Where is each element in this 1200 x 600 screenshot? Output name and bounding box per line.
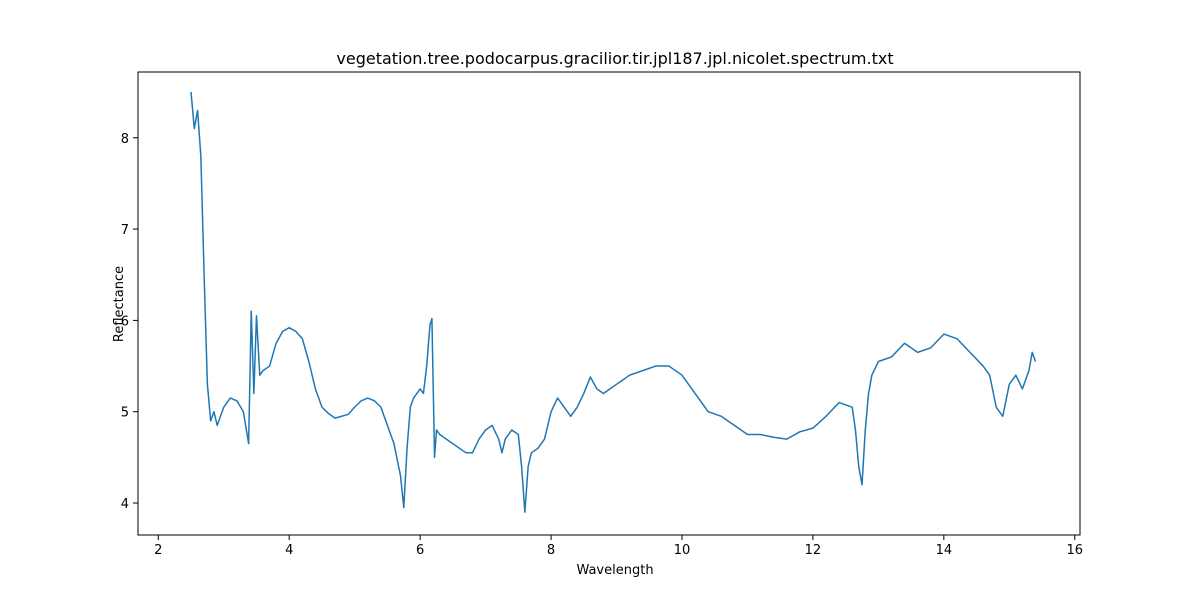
x-tick-label: 10 (674, 543, 691, 558)
x-tick-label: 4 (285, 543, 293, 558)
chart-title: vegetation.tree.podocarpus.gracilior.tir… (336, 49, 893, 68)
x-tick-label: 12 (805, 543, 822, 558)
line (190, 92, 1037, 513)
y-axis-label: Reflectance (112, 266, 127, 342)
x-tick-label: 14 (936, 543, 953, 558)
x-tick-label: 2 (154, 543, 162, 558)
x-tick-label: 6 (416, 543, 424, 558)
y-tick-label: 6 (121, 314, 129, 329)
x-axis-label: Wavelength (576, 563, 653, 578)
x-tick-label: 16 (1066, 543, 1083, 558)
x-tick-label: 8 (547, 543, 555, 558)
y-tick-label: 7 (121, 223, 129, 238)
y-tick-label: 4 (121, 497, 129, 512)
y-tick-label: 8 (121, 132, 129, 147)
y-tick-label: 5 (121, 406, 129, 421)
plot-frame (137, 71, 1081, 536)
